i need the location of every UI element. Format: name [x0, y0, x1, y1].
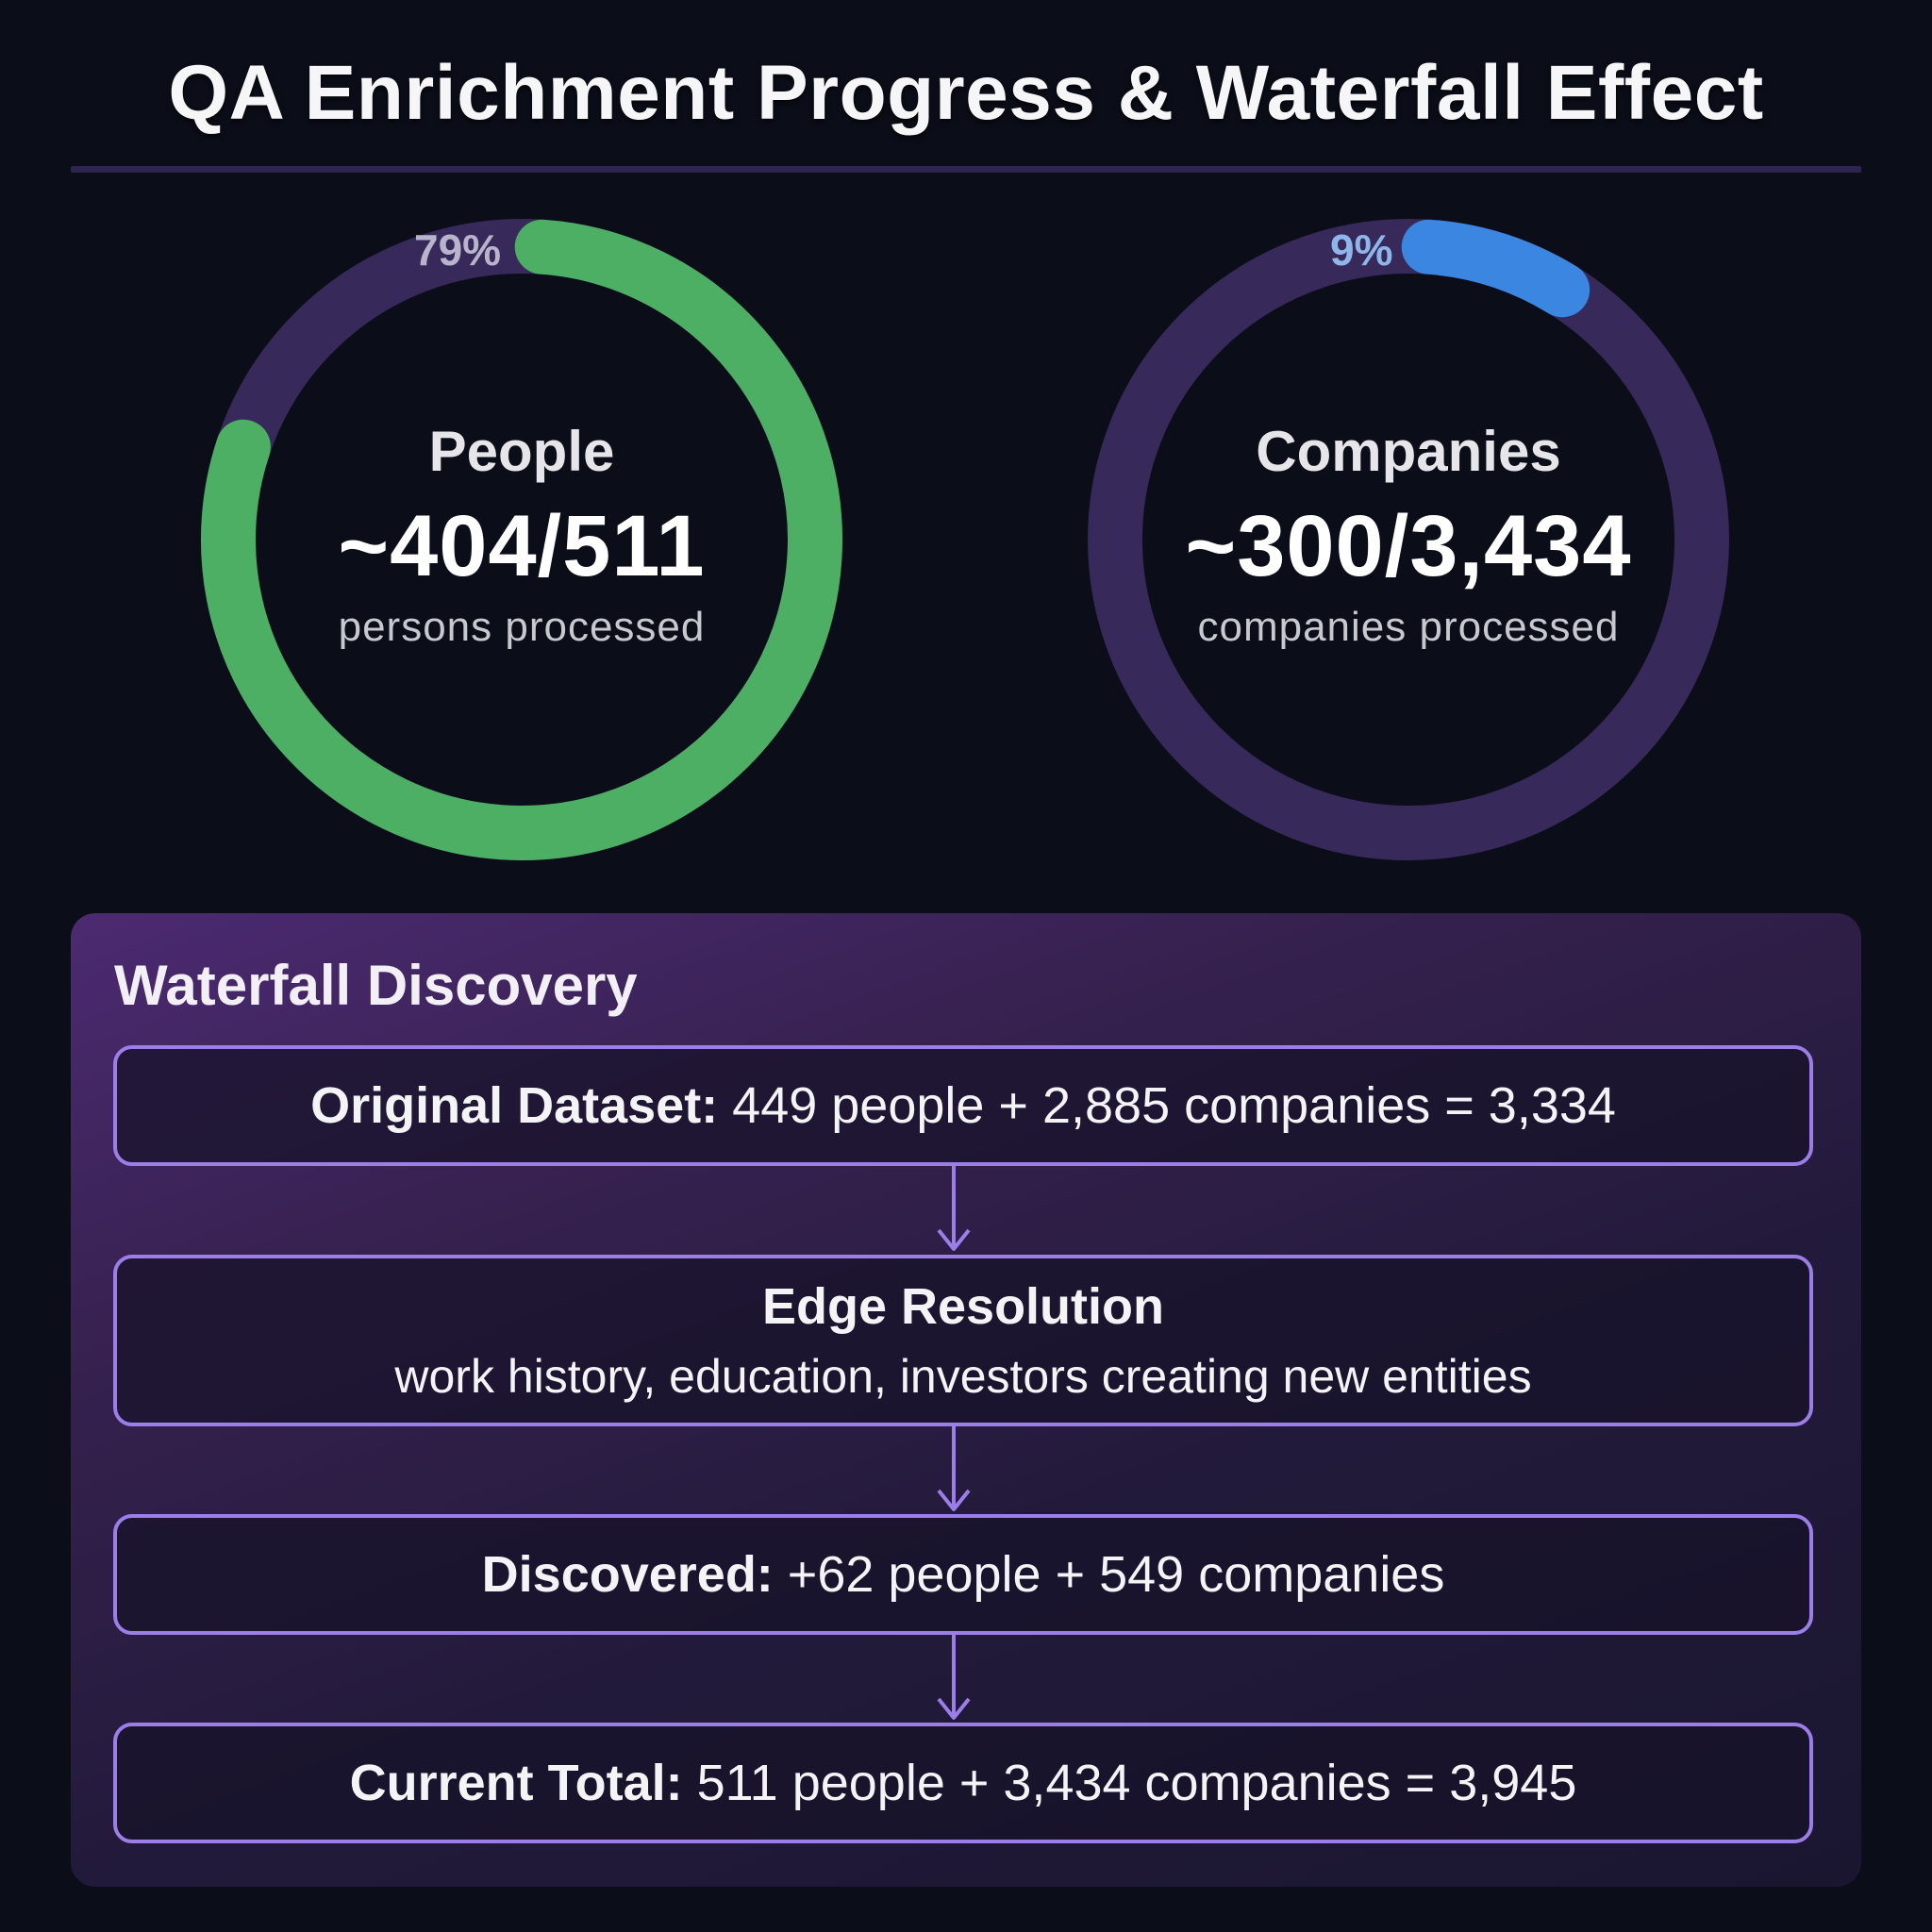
step-value: 511 people + 3,434 companies = 3,945 [682, 1755, 1577, 1811]
step-value: 449 people + 2,885 companies = 3,334 [718, 1077, 1616, 1134]
companies-percent-label: 9% [1330, 225, 1393, 275]
step-description: work history, education, investors creat… [394, 1350, 1532, 1403]
people-label: People [428, 420, 615, 483]
people-value: ~404/511 [338, 498, 706, 594]
arrow-down-icon [937, 1166, 971, 1251]
people-ring-progress [201, 219, 842, 860]
companies-donut-chart: 9% Companies ~300/3,434 companies proces… [1078, 209, 1739, 870]
companies-label: Companies [1256, 420, 1561, 483]
step-label: Original Dataset: [310, 1077, 719, 1134]
people-percent-label: 79% [414, 225, 502, 275]
step-text: Original Dataset: 449 people + 2,885 com… [310, 1076, 1616, 1135]
page-title: QA Enrichment Progress & Waterfall Effec… [168, 50, 1764, 136]
step-edge-resolution: Edge Resolution work history, education,… [113, 1255, 1813, 1426]
step-label: Current Total: [349, 1755, 683, 1811]
step-label: Discovered: [481, 1546, 774, 1603]
step-value: +62 people + 549 companies [773, 1546, 1445, 1603]
companies-ring [1088, 219, 1729, 860]
companies-value: ~300/3,434 [1185, 498, 1632, 594]
step-text: Discovered: +62 people + 549 companies [482, 1545, 1445, 1604]
arrow-down-icon [937, 1635, 971, 1720]
step-original-dataset: Original Dataset: 449 people + 2,885 com… [113, 1045, 1813, 1166]
title-divider [71, 166, 1861, 173]
step-discovered: Discovered: +62 people + 549 companies [113, 1514, 1813, 1635]
waterfall-title: Waterfall Discovery [114, 954, 638, 1017]
step-text: Current Total: 511 people + 3,434 compan… [350, 1754, 1577, 1812]
step-current-total: Current Total: 511 people + 3,434 compan… [113, 1723, 1813, 1843]
people-donut-chart: 79% People ~404/511 persons processed [192, 209, 852, 870]
step-label: Edge Resolution [761, 1278, 1164, 1335]
companies-subtitle: companies processed [1197, 604, 1620, 650]
waterfall-panel: Waterfall Discovery Original Dataset: 44… [71, 913, 1861, 1887]
companies-ring-progress [1088, 219, 1729, 860]
arrow-down-icon [937, 1426, 971, 1511]
people-subtitle: persons processed [338, 604, 706, 650]
people-ring [201, 219, 842, 860]
